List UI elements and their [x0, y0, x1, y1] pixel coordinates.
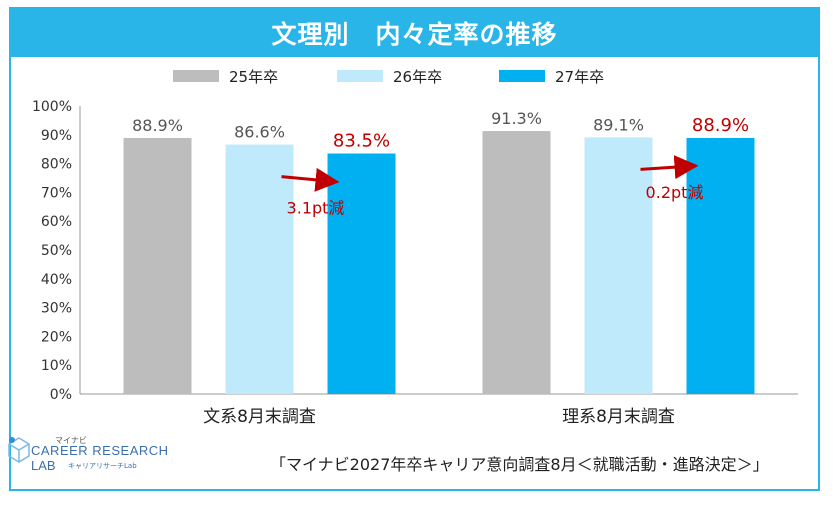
x-tick-label: 理系8月末調査 — [562, 407, 675, 427]
bar — [482, 131, 551, 394]
y-tick-label: 20% — [41, 329, 72, 345]
decrease-arrow — [281, 167, 340, 192]
y-tick-label: 90% — [41, 128, 72, 144]
bar — [225, 144, 294, 394]
y-tick-label: 50% — [41, 243, 72, 259]
cube-logo-icon — [8, 437, 30, 463]
bar — [123, 137, 192, 394]
logo-subtitle: キャリアリサーチLab — [68, 462, 137, 470]
y-tick-label: 30% — [41, 301, 72, 317]
legend-label: 27年卒 — [555, 68, 604, 86]
y-tick-label: 10% — [41, 358, 72, 374]
legend-swatch — [499, 70, 545, 82]
y-tick-label: 100% — [32, 99, 72, 115]
legend-label: 26年卒 — [393, 68, 442, 86]
bar — [327, 153, 396, 394]
career-research-lab-logo: マイナビ CAREER RESEARCH LAB キャリアリサーチLab — [8, 434, 178, 474]
change-annotation: 0.2pt減 — [646, 183, 704, 202]
bar — [584, 137, 653, 394]
legend-swatch — [337, 70, 383, 82]
logo-lab: LAB — [31, 458, 56, 473]
y-tick-label: 60% — [41, 214, 72, 230]
y-tick-label: 70% — [41, 185, 72, 201]
legend-swatch — [173, 70, 219, 82]
change-annotation: 3.1pt減 — [287, 199, 345, 218]
data-label: 91.3% — [491, 109, 542, 128]
data-label: 83.5% — [333, 131, 390, 152]
y-tick-label: 80% — [41, 157, 72, 173]
bar — [686, 137, 755, 394]
logo-wordmark: CAREER RESEARCH — [31, 443, 169, 458]
x-tick-label: 文系8月末調査 — [203, 407, 316, 427]
data-label: 89.1% — [593, 115, 644, 134]
legend-label: 25年卒 — [229, 68, 278, 86]
decrease-arrow — [640, 155, 699, 180]
y-tick-label: 0% — [50, 387, 72, 403]
chart-title: 文理別 内々定率の推移 — [11, 9, 818, 57]
logo-brand: マイナビ — [55, 436, 87, 445]
source-note: 「マイナビ2027年卒キャリア意向調査8月＜就職活動・進路決定＞」 — [270, 455, 769, 474]
data-label: 88.9% — [132, 116, 183, 135]
data-label: 86.6% — [234, 123, 285, 142]
data-label: 88.9% — [692, 115, 749, 136]
y-tick-label: 40% — [41, 272, 72, 288]
